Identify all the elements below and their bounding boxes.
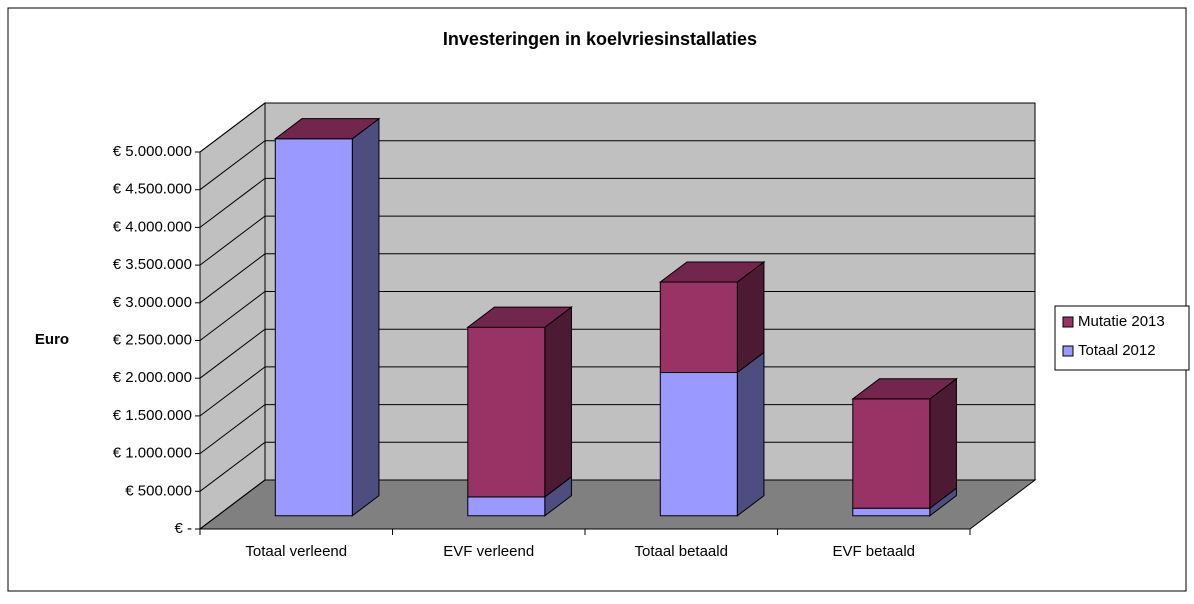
- legend-label: Totaal 2012: [1078, 342, 1156, 359]
- y-tick-label: € 3.500.000: [113, 256, 192, 273]
- y-axis-label: Euro: [35, 331, 69, 348]
- grid-line: [199, 479, 1035, 530]
- bar-top: [851, 378, 958, 400]
- grid-line: [199, 102, 1035, 153]
- chart-title: Investeringen in koelvriesinstallaties: [443, 29, 757, 49]
- bar: [467, 496, 546, 517]
- grid-line: [199, 177, 1035, 228]
- bar: [274, 138, 353, 517]
- grid-line: [199, 366, 1035, 417]
- y-tick-label: € 4.500.000: [113, 181, 192, 198]
- bar-top: [658, 261, 766, 283]
- legend-swatch: [1062, 316, 1074, 328]
- y-tick-label: € 2.000.000: [113, 369, 192, 386]
- grid-line: [199, 215, 1035, 266]
- x-tick-label: EVF betaald: [832, 543, 915, 560]
- y-tick-label: € 500.000: [125, 482, 192, 499]
- grid-line: [199, 441, 1035, 492]
- y-tick-label: € 5.000.000: [113, 143, 192, 160]
- grid-line: [199, 253, 1035, 304]
- legend-box: [1054, 305, 1190, 371]
- grid-line: [199, 328, 1035, 379]
- bar-side: [544, 306, 572, 498]
- bar-top: [466, 306, 573, 328]
- grid-line: [199, 404, 1035, 454]
- bar-side: [351, 117, 380, 517]
- y-tick-label: € -: [174, 520, 192, 537]
- grid-line: [199, 140, 1035, 191]
- y-tick-label: € 1.000.000: [113, 445, 192, 462]
- grid-line: [199, 291, 1035, 341]
- bar: [467, 326, 546, 498]
- bar-side: [736, 351, 765, 517]
- bar-side: [929, 377, 957, 510]
- bar: [852, 398, 931, 509]
- y-tick-label: € 3.000.000: [113, 294, 192, 311]
- x-tick-label: Totaal verleend: [245, 543, 347, 560]
- x-tick-label: EVF verleend: [443, 543, 534, 560]
- x-tick-label: Totaal betaald: [635, 543, 728, 560]
- y-tick-label: € 2.500.000: [113, 331, 192, 348]
- bar: [852, 507, 931, 517]
- y-tick-label: € 4.000.000: [113, 218, 192, 235]
- y-tick-label: € 1.500.000: [113, 407, 192, 424]
- legend-swatch: [1062, 345, 1074, 357]
- bar-top: [273, 118, 381, 140]
- bar: [659, 372, 738, 517]
- legend-label: Mutatie 2013: [1078, 313, 1165, 330]
- bar: [659, 281, 738, 374]
